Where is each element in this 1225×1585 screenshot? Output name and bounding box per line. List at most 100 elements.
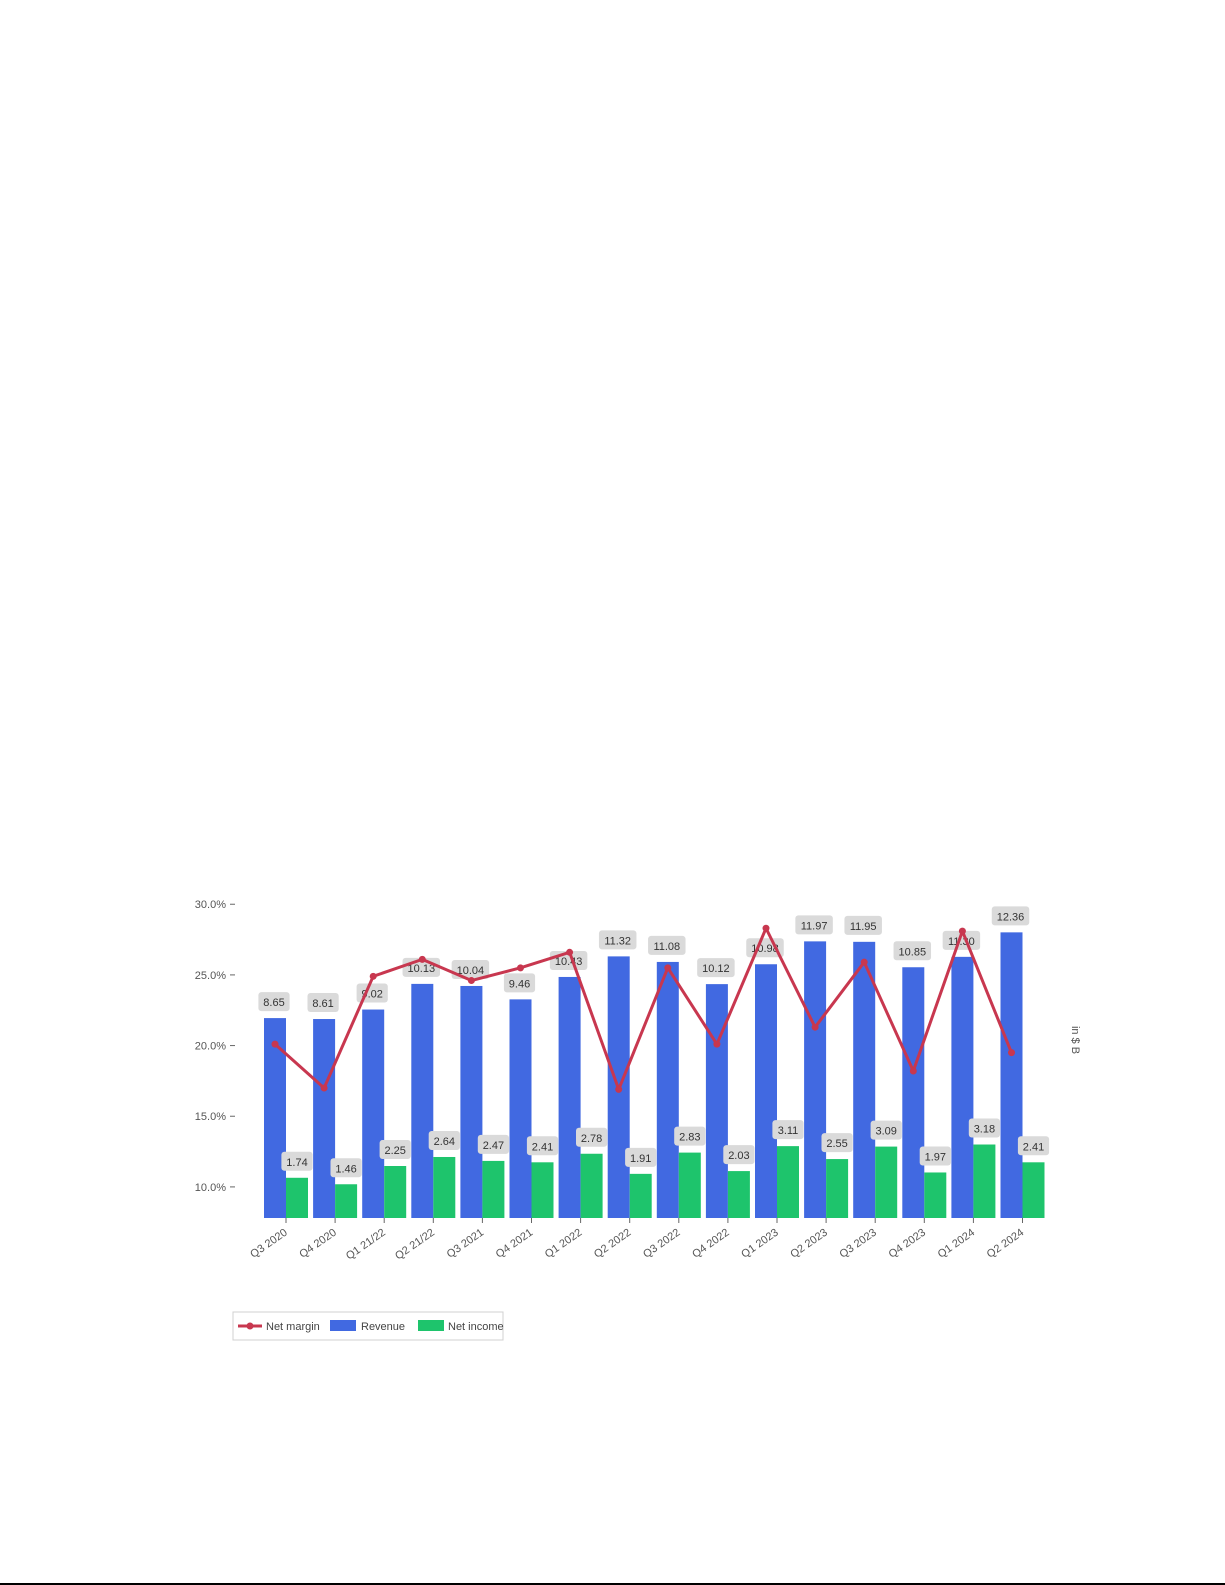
data-label-box <box>648 935 686 955</box>
legend-marker-net-margin <box>246 1322 254 1330</box>
data-label-box <box>526 1136 559 1156</box>
net-margin-point <box>566 948 574 956</box>
data-label-box <box>723 1145 755 1165</box>
data-label-box <box>795 915 833 935</box>
page-bottom-rule <box>0 1583 1225 1585</box>
revenue-bar <box>656 961 679 1218</box>
revenue-bar <box>558 976 581 1218</box>
net-income-bar <box>531 1162 554 1218</box>
revenue-bar <box>705 984 728 1218</box>
revenue-bar <box>313 1019 336 1218</box>
revenue-bar <box>804 941 827 1218</box>
net-income-bar <box>777 1146 799 1218</box>
y-axis-right-label: in $ B <box>1069 1026 1081 1054</box>
revenue-bar <box>1000 932 1023 1218</box>
x-tick-label: Q2 21/22 <box>393 1227 437 1263</box>
net-margin-point <box>320 1084 328 1092</box>
data-label: 2.78 <box>581 1133 602 1145</box>
data-label: 3.09 <box>875 1126 896 1138</box>
data-label: 2.83 <box>679 1132 700 1144</box>
legend-swatch-revenue <box>330 1320 356 1331</box>
data-label: 10.04 <box>457 965 485 977</box>
x-tick-label: Q3 2023 <box>837 1227 878 1261</box>
net-margin-point <box>418 955 426 963</box>
data-label: 1.74 <box>286 1157 307 1169</box>
data-label-box <box>968 1118 1000 1138</box>
legend-frame <box>232 1311 504 1341</box>
data-label-box <box>281 1151 313 1171</box>
data-label: 12.36 <box>997 911 1025 923</box>
revenue-bar <box>902 967 925 1218</box>
data-label-box <box>844 915 882 935</box>
net-margin-point <box>860 958 868 966</box>
data-label: 10.85 <box>899 946 927 958</box>
net-income-bar <box>384 1166 407 1218</box>
net-margin-point <box>369 972 377 980</box>
data-label-box <box>697 958 735 978</box>
x-tick-label: Q1 2023 <box>739 1227 780 1261</box>
y-tick-label: 25.0% <box>195 970 226 982</box>
legend: Net margin Revenue Net income <box>232 1311 504 1341</box>
x-tick-label: Q3 2021 <box>445 1227 486 1261</box>
data-label-box <box>598 930 637 950</box>
data-label: 2.41 <box>1023 1141 1044 1153</box>
net-margin-point <box>958 927 966 935</box>
data-label-box <box>821 1133 853 1153</box>
data-label-box <box>942 930 981 950</box>
x-tick-label: Q3 2022 <box>641 1227 682 1261</box>
net-income-bar <box>973 1144 996 1218</box>
data-label: 11.32 <box>604 935 631 947</box>
data-label-box <box>991 906 1030 926</box>
data-label-box <box>379 1140 411 1160</box>
x-axis: Q3 2020 Q4 2020 Q1 21/22 Q2 21/22 Q3 2021 Q4 … <box>248 1218 1026 1262</box>
data-label: 8.65 <box>263 997 284 1009</box>
revenue-bar <box>755 964 777 1218</box>
data-label: 2.64 <box>434 1136 455 1148</box>
bars <box>264 932 1045 1218</box>
net-income-bar <box>580 1153 603 1218</box>
legend-label-net-margin: Net margin <box>266 1321 320 1333</box>
net-margin-point <box>467 977 475 985</box>
net-margin-point <box>713 1040 721 1048</box>
data-label: 1.46 <box>335 1163 356 1175</box>
net-income-bar <box>1022 1162 1045 1218</box>
data-label-box <box>307 993 339 1013</box>
data-label: 3.18 <box>974 1124 995 1136</box>
x-tick-label: Q4 2023 <box>887 1227 928 1261</box>
legend-swatch-net-income <box>418 1320 444 1331</box>
data-label-box <box>503 973 536 993</box>
revenue-bar <box>264 1018 286 1218</box>
net-income-bar <box>629 1173 652 1218</box>
net-margin-polyline <box>274 926 1013 1091</box>
y-tick-label: 30.0% <box>195 899 226 911</box>
revenue-bar <box>411 983 434 1218</box>
x-tick-label: Q1 21/22 <box>344 1227 388 1263</box>
net-income-bar <box>678 1152 701 1218</box>
data-label-box <box>893 941 932 961</box>
legend-label-net-income: Net income <box>448 1321 504 1333</box>
net-income-bar <box>875 1146 898 1218</box>
data-label: 10.12 <box>702 963 730 975</box>
data-label-box <box>772 1120 804 1140</box>
x-tick-label: Q1 2024 <box>936 1227 977 1261</box>
data-label: 2.47 <box>483 1140 504 1152</box>
data-label-box <box>1017 1136 1050 1156</box>
data-label: 2.03 <box>728 1150 749 1162</box>
x-tick-label: Q2 2024 <box>985 1227 1026 1261</box>
data-label: 11.95 <box>850 921 877 933</box>
data-label: 3.11 <box>778 1125 799 1137</box>
net-margin-point <box>517 964 524 972</box>
net-income-bar <box>286 1177 308 1218</box>
data-label-box <box>674 1126 706 1146</box>
data-label: 8.61 <box>312 998 333 1010</box>
data-label-box <box>919 1146 951 1166</box>
revenue-bar <box>460 985 483 1218</box>
net-margin-point <box>271 1040 279 1048</box>
revenue-bar <box>951 956 974 1218</box>
revenue-bar <box>853 941 876 1218</box>
net-margin-line <box>271 924 1015 1093</box>
x-tick-label: Q4 2021 <box>494 1227 535 1261</box>
data-label: 2.41 <box>532 1141 553 1153</box>
x-tick-label: Q3 2020 <box>248 1227 289 1261</box>
